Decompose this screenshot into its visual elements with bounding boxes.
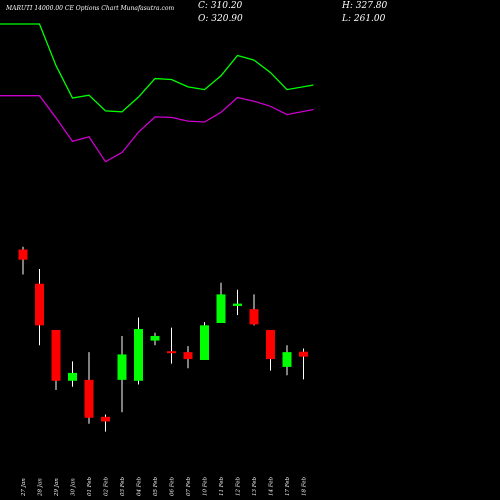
- candle: [68, 361, 77, 387]
- x-tick-label: 11 Feb: [219, 476, 225, 496]
- x-tick-label: 27 Jan: [21, 478, 27, 497]
- x-tick-label: 02 Feb: [104, 476, 110, 496]
- x-tick-label: 04 Feb: [137, 476, 143, 496]
- candle: [183, 346, 193, 369]
- candle: [167, 327, 176, 364]
- chart-header: MARUTI 14000.00 CE Options Chart Munafas…: [0, 0, 500, 45]
- x-tick-label: 18 Feb: [302, 476, 308, 496]
- candle-body: [200, 325, 209, 360]
- open-value: O: 320.90: [198, 14, 243, 24]
- candle: [200, 322, 209, 360]
- candle-body: [101, 416, 110, 422]
- candle-body: [84, 379, 94, 418]
- candle: [299, 348, 308, 380]
- candle-body: [183, 352, 193, 360]
- x-tick-label: 05 Feb: [153, 476, 159, 496]
- candle: [134, 317, 143, 385]
- candle: [150, 332, 160, 346]
- x-tick-label: 28 Jan: [38, 478, 44, 497]
- x-tick-label: 13 Feb: [252, 476, 258, 496]
- x-tick-label: 10 Feb: [203, 476, 209, 496]
- candle: [18, 246, 28, 275]
- candle: [282, 345, 292, 376]
- candle: [266, 329, 275, 371]
- candle-body: [150, 335, 160, 341]
- candle-body: [233, 303, 242, 306]
- candle: [216, 282, 226, 324]
- x-tick-label: 30 Jan: [71, 478, 77, 496]
- candle-body: [35, 283, 44, 326]
- x-tick-label: 12 Feb: [236, 476, 242, 496]
- chart-title: MARUTI 14000.00 CE Options Chart Munafas…: [6, 5, 175, 12]
- candle: [117, 335, 127, 413]
- candle: [101, 414, 110, 432]
- candle-body: [68, 372, 77, 381]
- candle: [35, 268, 44, 346]
- x-tick-label: 01 Feb: [87, 476, 93, 496]
- candle-body: [117, 354, 127, 380]
- candle-body: [18, 249, 28, 260]
- upper-line: [0, 23, 314, 113]
- low-value: L: 261.00: [342, 14, 386, 24]
- x-tick-label: 07 Feb: [186, 476, 192, 496]
- candle: [51, 329, 61, 391]
- candle-body: [249, 309, 259, 325]
- candle-body: [216, 294, 226, 324]
- candle: [84, 352, 94, 424]
- candles: [18, 246, 308, 432]
- x-tick-label: 17 Feb: [285, 476, 291, 496]
- indicator-lines: [0, 23, 314, 163]
- x-tick-label: 06 Feb: [170, 476, 176, 496]
- lower-line: [0, 95, 314, 163]
- x-tick-label: 29 Jan: [54, 478, 60, 497]
- candle-body: [266, 329, 275, 360]
- high-value: H: 327.80: [342, 1, 388, 11]
- candle-body: [299, 351, 308, 357]
- candle-body: [167, 351, 176, 354]
- x-tick-label: 03 Feb: [120, 476, 126, 496]
- x-tick-label: 14 Feb: [269, 476, 275, 496]
- x-axis-labels: 27 Jan 28 Jan 29 Jan 30 Jan 01 Feb 02 Feb 03 F…: [21, 476, 308, 497]
- candle: [233, 289, 242, 316]
- candle-body: [134, 329, 143, 381]
- close-value: C: 310.20: [198, 1, 243, 11]
- candle-body: [282, 352, 292, 367]
- candle-body: [51, 329, 61, 381]
- candle: [249, 294, 259, 326]
